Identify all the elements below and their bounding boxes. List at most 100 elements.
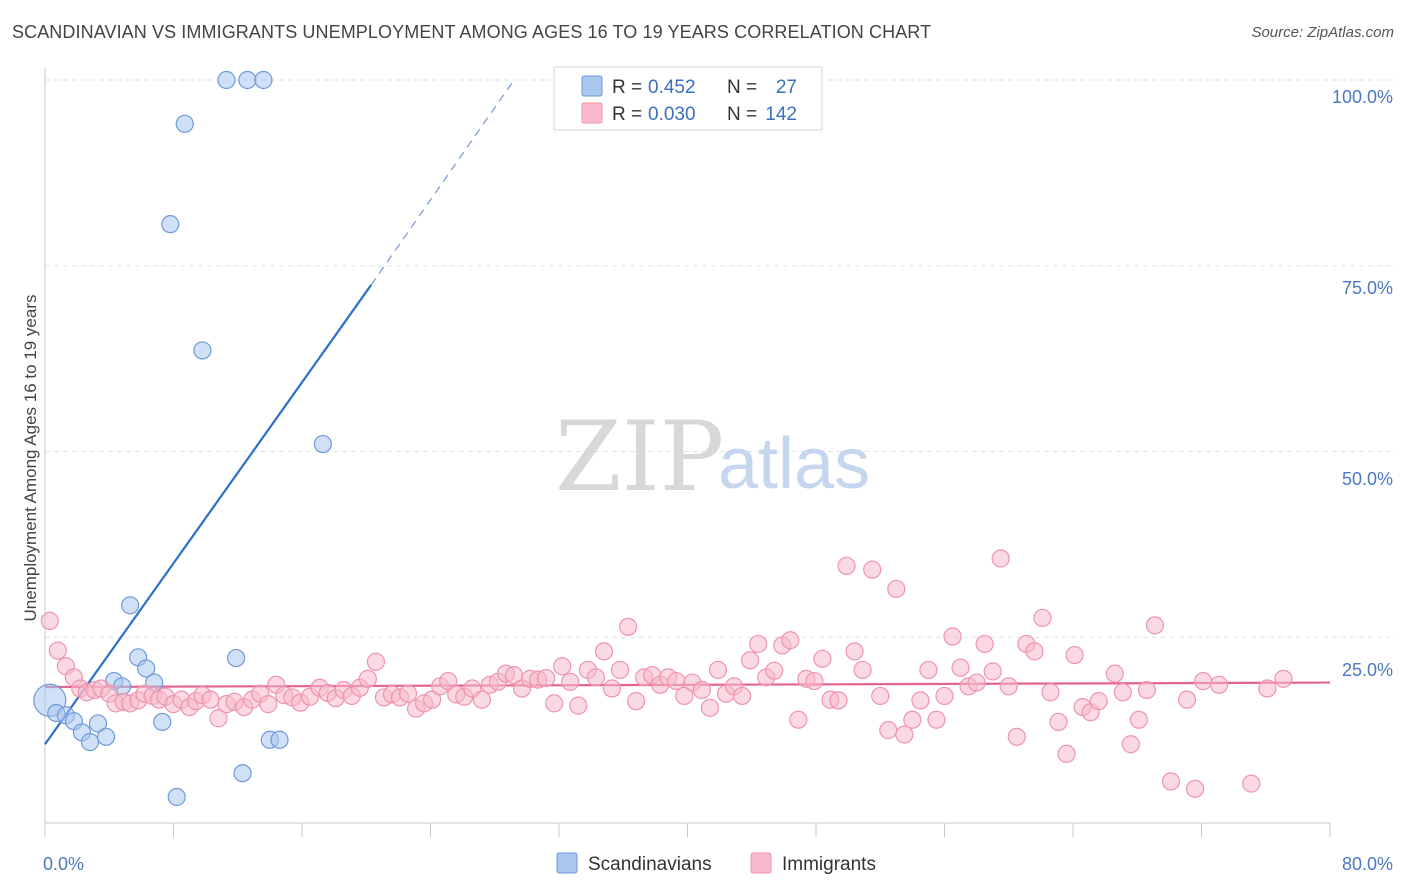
- immigrants-point: [1007, 727, 1026, 746]
- scandinavians-point: [80, 732, 100, 752]
- immigrants-point: [1161, 772, 1181, 791]
- immigrants-point: [618, 617, 638, 636]
- legend-r-value-1: 0.030: [648, 104, 696, 125]
- immigrants-point: [1057, 744, 1076, 764]
- immigrants-point: [903, 710, 922, 729]
- immigrants-point: [975, 634, 994, 654]
- source-credit: Source: ZipAtlas.com: [1251, 24, 1394, 41]
- immigrants-point: [439, 671, 458, 691]
- series-legend: Scandinavians Immigrants: [556, 852, 876, 875]
- chart-title: SCANDINAVIAN VS IMMIGRANTS UNEMPLOYMENT …: [12, 22, 932, 42]
- immigrants-point: [610, 660, 630, 680]
- immigrants-point: [675, 686, 694, 706]
- legend-swatch-scandinavians: [581, 75, 603, 97]
- scandinavians-point: [227, 648, 246, 668]
- immigrants-point: [845, 642, 864, 661]
- series-legend-swatch-immigrants: [750, 852, 772, 874]
- scandinavians-trend-line: [44, 284, 372, 745]
- immigrants-point: [40, 611, 59, 631]
- immigrants-point: [863, 560, 882, 579]
- y-tick-label-25: 25.0%: [1342, 660, 1393, 680]
- immigrants-point: [967, 673, 986, 692]
- data-points: [33, 70, 1293, 807]
- immigrants-point: [1113, 683, 1132, 702]
- immigrants-point: [837, 556, 856, 576]
- immigrants-point: [1033, 608, 1052, 628]
- scandinavians-point: [96, 727, 116, 746]
- legend-n-label-1: N =: [727, 104, 757, 125]
- immigrants-point: [879, 721, 898, 740]
- scandinavians-point: [161, 215, 180, 234]
- immigrants-point: [1242, 774, 1261, 793]
- immigrants-point: [259, 695, 278, 714]
- immigrants-point: [887, 579, 906, 599]
- scandinavians-point: [238, 70, 257, 90]
- scandinavians-point: [254, 70, 273, 90]
- scandinavians-point: [137, 659, 156, 678]
- scandinavians-point: [313, 434, 332, 454]
- immigrants-point: [927, 710, 946, 729]
- immigrants-point: [781, 631, 800, 650]
- scandinavians-point: [233, 764, 252, 783]
- scandinavians-point: [175, 114, 194, 133]
- legend-swatch-immigrants: [581, 102, 603, 124]
- legend-n-value-1: 142: [765, 104, 797, 125]
- legend-r-label-0: R =: [612, 77, 642, 98]
- immigrants-point: [366, 652, 385, 671]
- scandinavians-point: [88, 714, 108, 733]
- immigrants-point: [749, 634, 768, 654]
- scandinavians-point: [217, 70, 236, 90]
- immigrants-point: [553, 657, 572, 676]
- immigrants-point: [943, 627, 962, 646]
- gridlines: [45, 79, 1396, 638]
- immigrants-point: [1049, 712, 1068, 732]
- immigrants-point: [1041, 683, 1060, 702]
- immigrants-point: [1185, 779, 1205, 798]
- immigrants-point: [1194, 671, 1213, 691]
- legend-n-label-0: N =: [727, 77, 757, 98]
- y-axis-label: Unemployment Among Ages 16 to 19 years: [21, 295, 40, 622]
- immigrants-point: [472, 690, 491, 709]
- scandinavians-point: [270, 730, 289, 749]
- y-tick-label-100: 100.0%: [1332, 87, 1393, 107]
- series-legend-swatch-scandinavians: [556, 852, 578, 874]
- immigrants-point: [692, 680, 712, 700]
- immigrants-point: [895, 725, 914, 744]
- immigrants-point: [569, 696, 588, 715]
- immigrants-point: [358, 669, 377, 688]
- immigrants-point: [537, 669, 556, 688]
- immigrants-point: [741, 651, 760, 670]
- immigrants-point: [708, 660, 728, 680]
- immigrants-point: [209, 709, 228, 728]
- immigrants-point: [1089, 692, 1108, 711]
- legend-r-label-1: R =: [612, 104, 642, 125]
- scandinavians-point: [193, 341, 212, 360]
- y-tick-label-50: 50.0%: [1342, 469, 1393, 489]
- immigrants-point: [805, 671, 824, 691]
- immigrants-point: [1274, 669, 1293, 688]
- scandinavians-trend-extension: [370, 79, 515, 286]
- immigrants-point: [789, 710, 808, 729]
- scandinavians-point: [121, 596, 140, 615]
- immigrants-point: [853, 660, 872, 680]
- immigrants-point: [201, 690, 220, 709]
- immigrants-point: [919, 660, 938, 680]
- immigrants-point: [991, 549, 1010, 568]
- immigrants-point: [700, 698, 720, 717]
- immigrants-point: [594, 642, 614, 661]
- scandinavians-point: [167, 787, 186, 807]
- series-legend-scandinavians: Scandinavians: [588, 854, 712, 875]
- immigrants-point: [1065, 645, 1084, 665]
- immigrants-point: [1025, 642, 1044, 661]
- immigrants-point: [626, 692, 646, 711]
- y-tick-label-75: 75.0%: [1342, 278, 1393, 298]
- immigrants-point: [765, 661, 784, 680]
- scandinavians-point: [153, 712, 172, 732]
- correlation-legend: R = 0.452 N = 27 R = 0.030 N = 142: [553, 66, 823, 131]
- immigrants-point: [871, 686, 890, 706]
- immigrants-point: [935, 686, 954, 706]
- immigrants-point: [602, 679, 622, 698]
- x-tick-label-min: 0.0%: [43, 854, 84, 874]
- immigrants-point: [561, 672, 580, 691]
